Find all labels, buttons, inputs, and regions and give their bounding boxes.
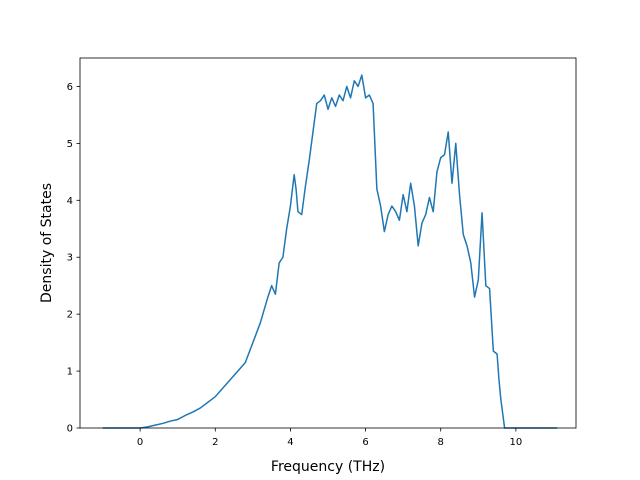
- x-tick-label: 2: [212, 437, 218, 448]
- y-axis-label: Density of States: [39, 183, 55, 303]
- x-tick-label: 6: [362, 437, 368, 448]
- x-tick-label: 4: [287, 437, 293, 448]
- y-tick-label: 4: [67, 196, 73, 207]
- plot-background: [80, 58, 576, 428]
- y-tick-label: 6: [67, 82, 73, 93]
- x-axis-ticks: 0 2 4 6 8 10: [137, 428, 522, 448]
- series-line-0: [102, 74, 558, 429]
- y-axis-ticks: 0 1 2 3 4 5 6: [67, 82, 80, 435]
- y-tick-label: 2: [67, 310, 73, 321]
- y-tick-label: 5: [67, 139, 73, 150]
- x-tick-label: 0: [137, 437, 143, 448]
- x-axis-label: Frequency (THz): [271, 459, 385, 475]
- plot-frame: [79, 57, 577, 429]
- y-tick-label: 3: [67, 253, 73, 264]
- x-tick-label: 8: [438, 437, 444, 448]
- y-tick-label: 0: [67, 424, 73, 435]
- x-tick-label: 10: [510, 437, 523, 448]
- y-tick-label: 1: [67, 367, 73, 378]
- series-layer: [102, 74, 558, 429]
